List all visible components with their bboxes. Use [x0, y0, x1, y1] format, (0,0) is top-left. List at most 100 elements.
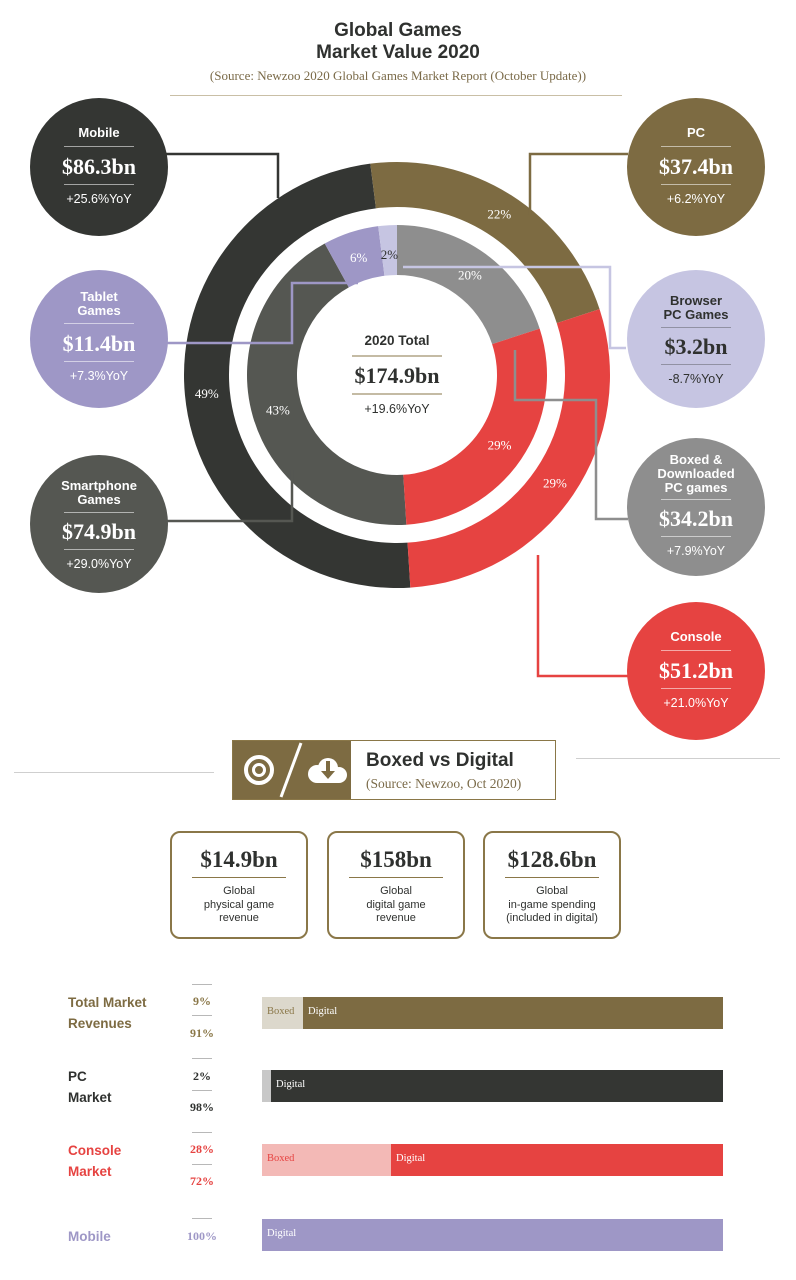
bar-console-digital [391, 1144, 723, 1176]
outer-ring-label-console: 29% [543, 475, 567, 490]
bubble-boxed-yoy: +7.9%YoY [666, 544, 726, 558]
inner-ring-label-boxed-and-downloaded-pc-games: 20% [458, 268, 482, 283]
inner-ring-label-console: 29% [488, 438, 512, 453]
row-pc-boxed-pct: 2% [193, 1069, 211, 1083]
bar-mobile-digital-label: Digital [267, 1228, 297, 1239]
boxed-vs-digital-header [232, 740, 556, 800]
title-line-1: Global Games [334, 20, 462, 41]
ring-labels: 49% 22% 29% 43% 6% 2% 20% 29% [195, 207, 567, 491]
outer-ring-label-mobile: 49% [195, 386, 219, 401]
bar-pc-boxed [262, 1070, 271, 1102]
bubble-boxed-name-3: PC games [664, 480, 728, 495]
chart-source: (Source: Newzoo 2020 Global Games Market… [209, 68, 587, 83]
row-total-digital-pct: 91% [190, 1026, 214, 1040]
bubble-boxed-value: $34.2bn [659, 506, 733, 531]
inner-ring [247, 225, 547, 525]
bar-console-boxed [262, 1144, 391, 1176]
connector-pc [528, 152, 628, 215]
bubble-browser-value: $3.2bn [664, 334, 728, 359]
slash-icon [279, 742, 303, 798]
stat-physical-value: $14.9bn [200, 847, 278, 872]
row-pc-digital-pct: 98% [190, 1100, 214, 1114]
inner-ring-label-smartphone-games: 43% [266, 403, 290, 418]
center-value: $174.9bn [355, 363, 440, 388]
stat-ingame-value: $128.6bn [507, 847, 597, 872]
bubble-smartphone: Smartphone Games $74.9bn +29.0%YoY [30, 455, 168, 593]
stat-physical: $14.9bn Global physical game revenue [170, 831, 308, 939]
inner-ring-label-browser-pc-games: 2% [381, 247, 399, 262]
bubble-browser: Browser PC Games $3.2bn -8.7%YoY [627, 270, 765, 408]
bar-total-digital-label: Digital [308, 1006, 338, 1017]
row-label-total: Total Market Revenues [68, 995, 147, 1031]
bubble-console-name: Console [670, 629, 722, 644]
bubble-browser-name-1: Browser [669, 293, 723, 308]
title-line-2: Market Value 2020 [316, 42, 480, 63]
bar-total-digital [303, 997, 723, 1029]
bubble-mobile-yoy: +25.6%YoY [66, 192, 132, 206]
bubble-smartphone-yoy: +29.0%YoY [66, 557, 132, 571]
bubble-pc: PC $37.4bn +6.2%YoY [627, 98, 765, 236]
row-label-pc: PC Market [68, 1069, 112, 1105]
title-divider [170, 95, 622, 96]
inner-ring-slice-browser-pc-games [378, 225, 397, 276]
bar-pc: Digital [262, 1070, 723, 1102]
bubble-console: Console $51.2bn +21.0%YoY [627, 602, 765, 740]
inner-ring-slice-tablet-games [324, 226, 385, 288]
bubble-console-yoy: +21.0%YoY [663, 696, 729, 710]
bubble-pc-name: PC [686, 125, 706, 140]
center-label: 2020 Total [364, 333, 429, 348]
outer-ring-label-pc: 22% [487, 207, 511, 222]
bubble-tablet: Tablet Games $11.4bn +7.3%YoY [30, 270, 168, 408]
bubble-tablet-yoy: +7.3%YoY [69, 369, 129, 383]
donut-chart: 49% 22% 29% 43% 6% 2% 20% 29% 2020 Total $174.9… [166, 152, 628, 678]
inner-ring-slice-boxed-and-downloaded-pc-games [397, 225, 540, 345]
outer-ring [183, 162, 610, 589]
section-title: Boxed vs Digital [366, 750, 514, 771]
bar-mobile: Digital [262, 1219, 723, 1251]
bubble-boxed-name-2: Downloaded [657, 466, 735, 481]
connector-boxed [513, 350, 628, 521]
row-console-boxed-pct: 28% [190, 1142, 214, 1156]
bar-pc-digital-label: Digital [276, 1079, 306, 1090]
bubble-boxed-pc: Boxed & Downloaded PC games $34.2bn +7.9… [627, 438, 765, 576]
bar-mobile-digital [262, 1219, 723, 1251]
bubble-boxed-name-1: Boxed & [669, 452, 723, 467]
bar-total-boxed [262, 997, 303, 1029]
bubble-browser-yoy: -8.7%YoY [668, 372, 724, 386]
bubble-mobile-name: Mobile [78, 125, 120, 140]
center-yoy: +19.6%YoY [364, 402, 430, 416]
connector-mobile [166, 152, 280, 198]
stat-digital: $158bn Global digital game revenue [327, 831, 465, 939]
bar-total-boxed-label: Boxed [267, 1006, 295, 1017]
inner-ring-slice-smartphone-games [247, 243, 407, 525]
bubble-mobile: Mobile $86.3bn +25.6%YoY [30, 98, 168, 236]
outer-ring-slice-console [407, 309, 610, 588]
connector-browser [403, 265, 626, 350]
bubble-pc-value: $37.4bn [659, 154, 733, 179]
stat-physical-desc: Global physical game revenue [203, 885, 275, 924]
inner-ring-slice-console [403, 328, 547, 525]
bar-console-digital-label: Digital [396, 1153, 426, 1164]
stat-ingame: $128.6bn Global in-game spending (includ… [483, 831, 621, 939]
connector-console [536, 555, 628, 678]
row-total-boxed-pct: 9% [193, 994, 211, 1008]
bubble-browser-name-2: PC Games [663, 307, 729, 322]
bar-pc-digital [271, 1070, 723, 1102]
inner-ring-label-tablet-games: 6% [350, 250, 368, 265]
connector-tablet [166, 281, 358, 345]
bubble-pc-yoy: +6.2%YoY [666, 192, 726, 206]
bubble-console-value: $51.2bn [659, 658, 733, 683]
disc-icon [244, 755, 274, 785]
bar-total: Boxed Digital [262, 997, 723, 1029]
stat-digital-desc: Global digital game revenue [366, 885, 426, 924]
bubble-tablet-value: $11.4bn [62, 331, 136, 356]
outer-ring-slice-mobile [183, 163, 411, 589]
bubble-smartphone-name-2: Games [77, 492, 121, 507]
section-source: (Source: Newzoo, Oct 2020) [366, 776, 522, 791]
outer-ring-slice-pc [370, 162, 600, 324]
cloud-download-icon [308, 758, 347, 783]
bubble-tablet-name-2: Games [77, 303, 121, 318]
section-divider-left [14, 772, 214, 773]
bar-console-boxed-label: Boxed [267, 1153, 295, 1164]
stat-ingame-desc: Global in-game spending (included in dig… [506, 885, 598, 924]
